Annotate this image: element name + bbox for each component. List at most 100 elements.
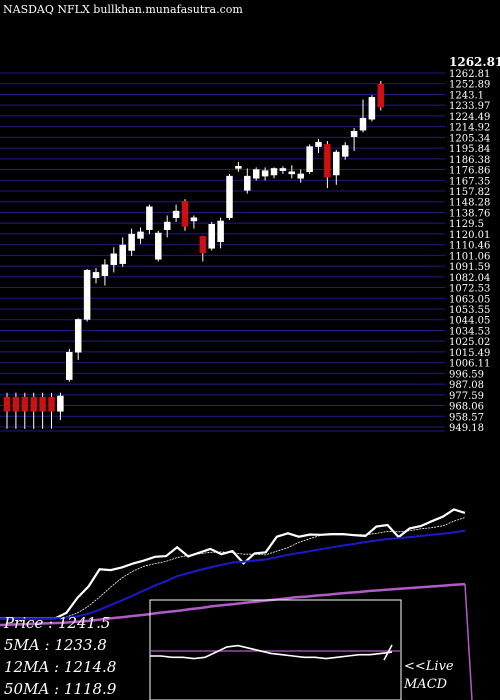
y-tick-label: 1148.28 (449, 198, 490, 209)
y-tick-label: 1015.49 (449, 348, 490, 359)
y-tick-label: 1195.84 (449, 144, 490, 155)
candle-body (3, 396, 11, 412)
candle-body (146, 206, 153, 230)
y-tick-label: 1091.59 (449, 262, 490, 273)
y-tick-label: 1044.05 (449, 316, 490, 327)
macd-live-label: <<Live (404, 659, 454, 674)
candle-body (128, 233, 135, 251)
y-tick-label: 1224.49 (449, 112, 490, 123)
candle-body (30, 396, 37, 412)
candle-body (368, 97, 376, 120)
candle-body (226, 175, 233, 218)
candle-body (66, 351, 73, 380)
y-tick-label: 958.57 (449, 412, 484, 423)
y-tick-label: 1082.04 (449, 273, 490, 284)
legend-ma5: 5MA : 1233.8 (4, 636, 107, 654)
y-tick-label: 1186.38 (449, 155, 490, 166)
y-tick-label: 1006.11 (449, 359, 490, 370)
candle-body (119, 244, 126, 264)
candle-body (110, 253, 118, 265)
ma-line-12ma (0, 529, 466, 620)
candle-body (190, 217, 198, 222)
legend-ma5-label: 5MA (4, 636, 40, 654)
candle-body (315, 141, 322, 147)
y-tick-label: 968.06 (449, 402, 484, 413)
candle-body (155, 232, 162, 260)
y-tick-label: 1262.81 (449, 69, 490, 80)
price-axis: 1262.811252.891243.11233.971224.491214.9… (449, 55, 500, 434)
y-tick-label: 1233.97 (449, 101, 490, 112)
y-tick-label: 1157.82 (449, 187, 490, 198)
candle-body (92, 272, 100, 279)
candle-body (181, 201, 189, 227)
candle-body (306, 146, 313, 172)
y-tick-label: 1205.34 (449, 133, 490, 144)
ma-line-5ma (0, 517, 466, 619)
y-tick-label: 1072.53 (449, 284, 490, 295)
y-tick-label: 1063.05 (449, 294, 490, 305)
macd-panel (150, 644, 401, 661)
candle-body (350, 131, 358, 137)
macd-label: MACD (404, 677, 448, 692)
candle-body (83, 269, 91, 320)
candle-body (12, 396, 20, 412)
candle-body (288, 171, 296, 175)
y-tick-label: 1110.46 (449, 241, 490, 252)
last-price-label: 1262.81 (449, 55, 500, 69)
candle-body (48, 396, 55, 412)
y-tick-label: 977.59 (449, 391, 484, 402)
y-tick-label: 1176.86 (449, 166, 490, 177)
candle-body (252, 169, 260, 179)
y-tick-label: 1025.02 (449, 337, 490, 348)
y-tick-label: 1034.53 (449, 326, 490, 337)
legend-ma50: 50MA : 1118.9 (4, 680, 117, 698)
y-tick-label: 1053.55 (449, 305, 490, 316)
candle-body (359, 117, 367, 131)
candle-body (21, 396, 29, 412)
candle-body (297, 173, 304, 179)
y-tick-label: 1138.76 (449, 208, 490, 219)
candle-body (137, 231, 144, 239)
legend-ma12-value: 1214.8 (63, 658, 117, 676)
candle-body (333, 151, 340, 176)
candle-body (279, 168, 287, 171)
candle-body (208, 223, 215, 249)
legend-ma5-value: 1233.8 (54, 636, 107, 654)
candlestick-series (3, 80, 385, 429)
symbol-label: NFLX (57, 3, 90, 16)
ma-line-price (0, 508, 466, 620)
candle-body (101, 264, 109, 276)
exchange-label: NASDAQ (3, 3, 54, 16)
candle-body (377, 83, 385, 108)
candle-body (39, 396, 46, 412)
candle-body (244, 175, 251, 191)
candle-body (324, 144, 331, 178)
candle-body (261, 170, 269, 177)
candle-body (172, 210, 180, 218)
candle-body (270, 168, 278, 176)
ma-drop-line (464, 584, 473, 700)
y-tick-label: 1120.01 (449, 230, 490, 241)
candle-body (235, 166, 242, 169)
legend-price: Price : 1241.5 (4, 614, 111, 632)
candle-body (74, 319, 82, 353)
y-tick-label: 1167.35 (449, 176, 490, 187)
legend-ma50-label: 50MA (4, 680, 50, 698)
candle-body (199, 236, 207, 253)
macd-box (149, 599, 402, 700)
y-tick-label: 996.59 (449, 369, 484, 380)
moving-average-panel (0, 508, 473, 700)
candle-body (341, 145, 349, 157)
y-tick-label: 987.08 (449, 380, 484, 391)
y-tick-label: 1129.5 (449, 219, 484, 230)
legend-ma12-label: 12MA (4, 658, 50, 676)
y-tick-label: 1243.1 (449, 90, 484, 101)
chart-header: NASDAQ NFLX bullkhan.munafasutra.com (3, 3, 243, 16)
candle-body (163, 221, 171, 230)
legend-price-label: Price (4, 614, 44, 632)
legend-ma50-value: 1118.9 (63, 680, 117, 698)
macd-line-tail (383, 644, 393, 661)
y-tick-label: 1214.92 (449, 123, 490, 134)
